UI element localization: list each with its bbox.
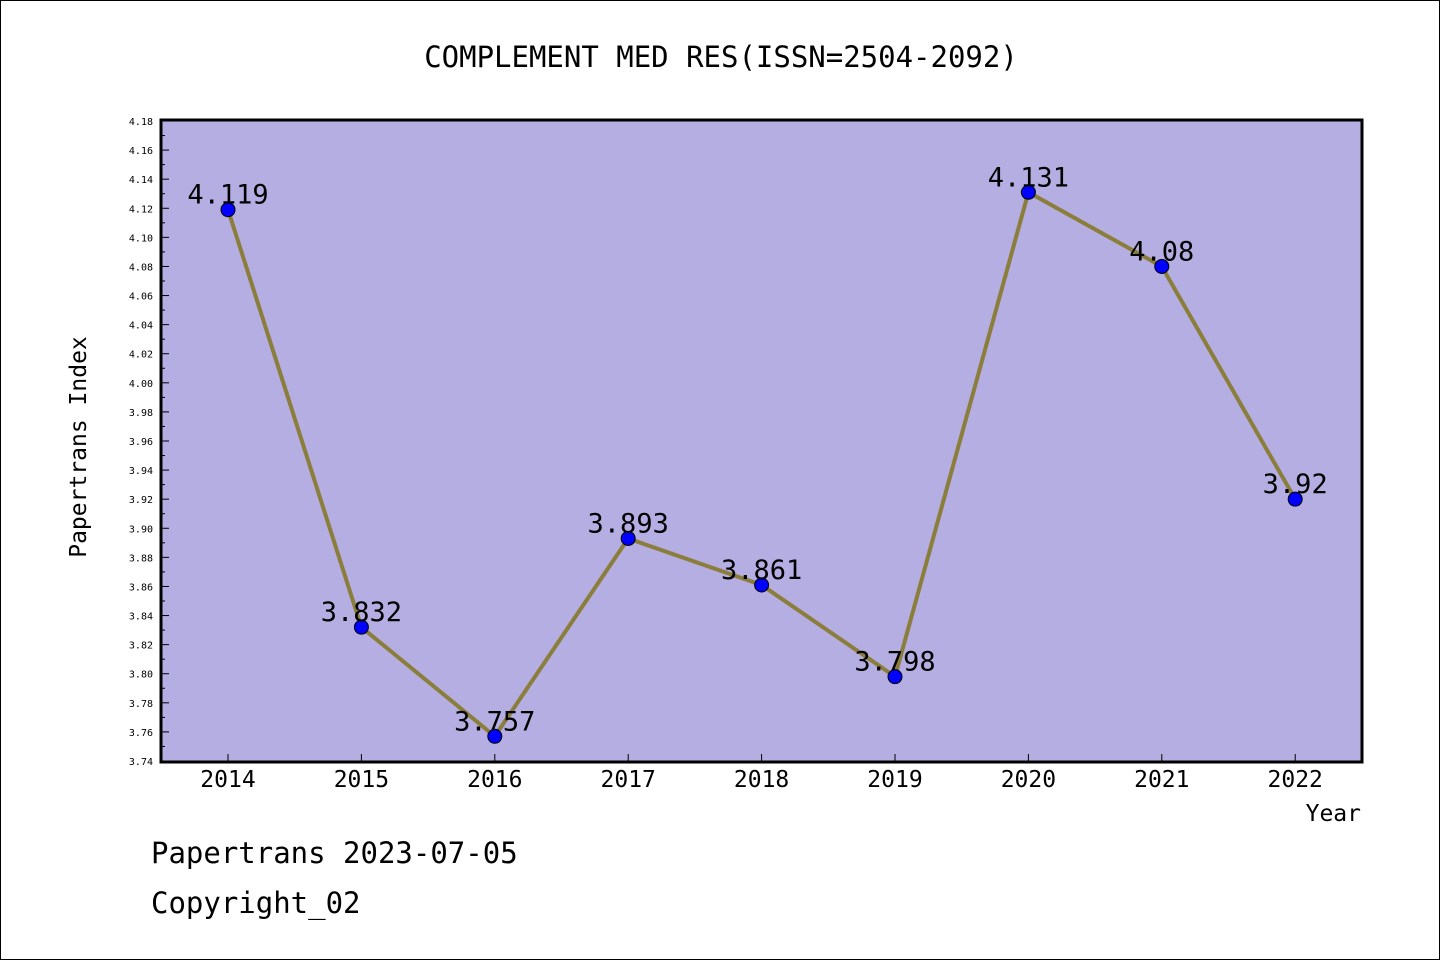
data-label: 3.798 xyxy=(854,647,935,678)
y-tick-label: 3.98 xyxy=(129,408,153,419)
y-tick-label: 3.90 xyxy=(129,524,153,535)
y-tick-label: 4.18 xyxy=(129,117,153,128)
x-tick-label: 2014 xyxy=(200,767,255,793)
data-label: 4.08 xyxy=(1129,236,1194,267)
data-point xyxy=(1287,491,1303,507)
footer-date: Papertrans 2023-07-05 xyxy=(151,836,518,870)
data-label: 3.893 xyxy=(588,508,669,539)
y-tick-label: 4.02 xyxy=(129,350,153,361)
data-point xyxy=(1154,258,1170,274)
y-tick-label: 3.82 xyxy=(129,641,153,652)
y-axis-label: Papertrans Index xyxy=(66,336,92,558)
x-tick-label: 2017 xyxy=(601,767,656,793)
y-tick-label: 3.80 xyxy=(129,670,153,681)
y-tick-label: 3.74 xyxy=(129,757,153,768)
chart-title: COMPLEMENT MED RES(ISSN=2504-2092) xyxy=(424,40,1018,74)
y-tick-label: 3.94 xyxy=(129,466,153,477)
data-label: 4.119 xyxy=(187,180,268,211)
data-point xyxy=(620,530,636,546)
data-point xyxy=(887,669,903,685)
data-point xyxy=(754,577,770,593)
data-point xyxy=(353,619,369,635)
x-tick-label: 2020 xyxy=(1001,767,1056,793)
data-point xyxy=(487,728,503,744)
y-tick-label: 3.88 xyxy=(129,553,153,564)
y-tick-label: 3.76 xyxy=(129,728,153,739)
data-label: 4.131 xyxy=(988,162,1069,193)
x-tick-label: 2016 xyxy=(467,767,522,793)
series-line-group xyxy=(220,184,1303,744)
y-tick-label: 4.16 xyxy=(129,146,153,157)
y-tick-label: 4.10 xyxy=(129,233,153,244)
data-label: 3.92 xyxy=(1263,469,1328,500)
y-tick-label: 3.92 xyxy=(129,495,153,506)
y-tick-label: 3.96 xyxy=(129,437,153,448)
x-axis: 2014 2015 2016 2017 2018 2019 2020 2021 2022 xyxy=(200,754,1323,793)
y-tick-label: 3.84 xyxy=(129,612,153,623)
x-tick-label: 2015 xyxy=(334,767,389,793)
y-tick-label: 3.78 xyxy=(129,699,153,710)
data-label-group: 4.119 3.832 3.757 3.893 3.861 3.798 4.131 4.08 3… xyxy=(187,162,1327,737)
x-tick-label: 2018 xyxy=(734,767,789,793)
y-tick-label: 4.14 xyxy=(129,175,153,186)
x-tick-label: 2019 xyxy=(867,767,922,793)
y-tick-label: 4.12 xyxy=(129,204,153,215)
y-tick-label: 4.00 xyxy=(129,379,153,390)
data-label: 3.861 xyxy=(721,555,802,586)
y-axis: 3.74 3.76 3.78 3.80 3.82 3.84 3.86 3.88 3.90 3.92… xyxy=(129,117,169,768)
y-tick-label: 4.08 xyxy=(129,262,153,273)
x-tick-label: 2021 xyxy=(1134,767,1189,793)
y-tick-label: 4.04 xyxy=(129,321,153,332)
data-label: 3.757 xyxy=(454,706,535,737)
x-tick-label: 2022 xyxy=(1268,767,1323,793)
y-tick-label: 3.86 xyxy=(129,582,153,593)
footer-copyright: Copyright_02 xyxy=(151,886,361,920)
data-point xyxy=(220,202,236,218)
data-point xyxy=(1020,184,1036,200)
plot-area xyxy=(159,118,1364,764)
data-label: 3.832 xyxy=(321,597,402,628)
y-tick-label: 4.06 xyxy=(129,292,153,303)
x-axis-label: Year xyxy=(1306,801,1361,827)
